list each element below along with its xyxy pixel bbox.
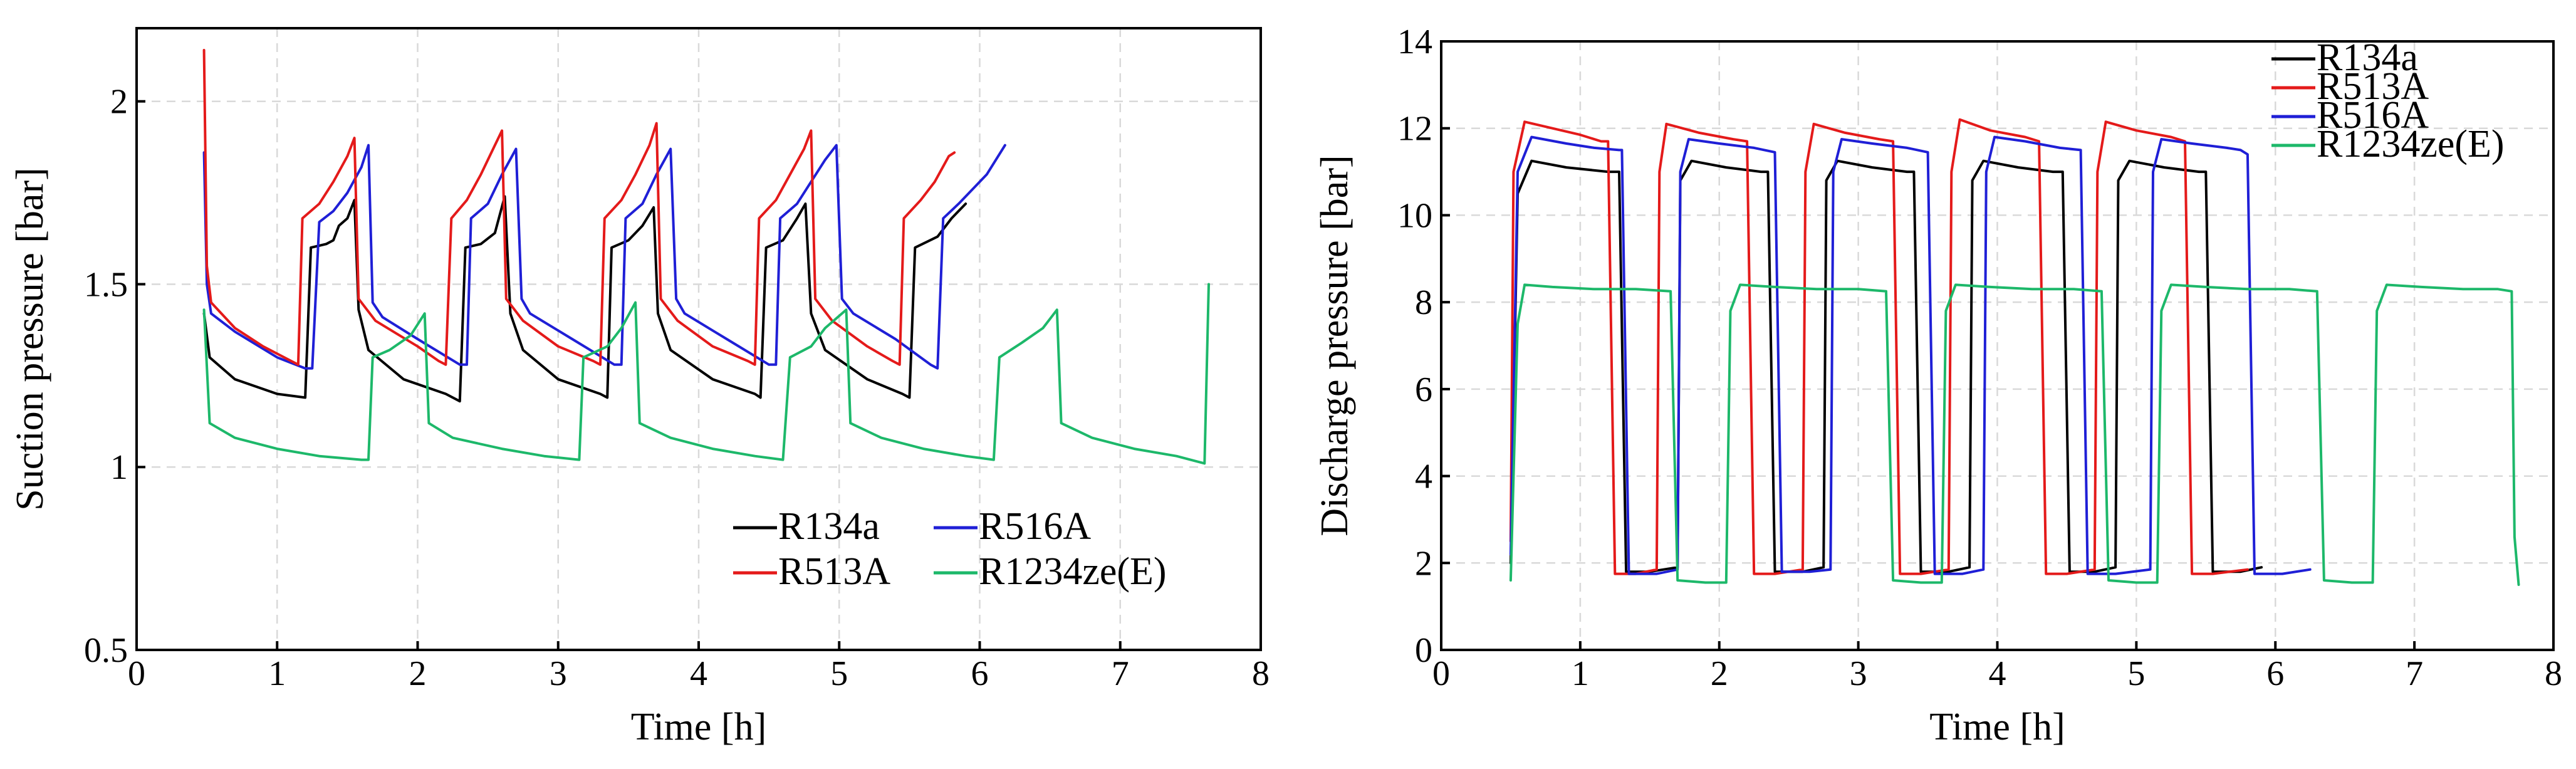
legend-label-r513a: R513A bbox=[2317, 65, 2429, 108]
series-line-r516a bbox=[1509, 135, 2312, 575]
legend-label-r1234ze-e: R1234ze(E) bbox=[979, 550, 1167, 593]
y-tick-label: 14 bbox=[1397, 23, 1432, 61]
series-line-r134a bbox=[202, 195, 967, 403]
legend-label-r516a: R516A bbox=[979, 505, 1091, 548]
y-axis-title: Suction pressure [bar] bbox=[9, 167, 51, 511]
y-tick-label: 0 bbox=[1415, 631, 1432, 670]
x-axis-title: Time [h] bbox=[631, 706, 766, 748]
series-line-r513a bbox=[1509, 118, 2249, 575]
x-tick-label: 5 bbox=[2127, 654, 2145, 693]
x-tick-label: 8 bbox=[2545, 654, 2562, 693]
legend-label-r513a: R513A bbox=[778, 550, 890, 593]
legend-label-r134a: R134a bbox=[778, 505, 880, 548]
x-tick-label: 7 bbox=[2406, 654, 2423, 693]
x-axis-title: Time [h] bbox=[1929, 706, 2065, 748]
y-axis-title: Discharge pressure [bar] bbox=[1313, 155, 1356, 536]
series-line-r516a bbox=[202, 144, 1006, 370]
x-tick-label: 8 bbox=[1252, 654, 1270, 693]
x-tick-label: 6 bbox=[2266, 654, 2284, 693]
x-tick-label: 1 bbox=[1572, 654, 1589, 693]
x-tick-label: 4 bbox=[1989, 654, 2006, 693]
y-tick-label: 0.5 bbox=[84, 631, 128, 670]
x-tick-label: 0 bbox=[128, 654, 145, 693]
y-tick-label: 12 bbox=[1397, 110, 1432, 149]
x-tick-label: 6 bbox=[971, 654, 989, 693]
series-line-r1234ze-e bbox=[1509, 283, 2520, 586]
y-tick-label: 8 bbox=[1415, 283, 1432, 322]
y-tick-label: 2 bbox=[1415, 544, 1432, 583]
x-tick-label: 5 bbox=[830, 654, 848, 693]
x-tick-label: 3 bbox=[550, 654, 567, 693]
x-tick-label: 3 bbox=[1850, 654, 1867, 693]
x-tick-label: 2 bbox=[1711, 654, 1728, 693]
x-tick-label: 0 bbox=[1432, 654, 1450, 693]
y-tick-label: 10 bbox=[1397, 196, 1432, 235]
y-tick-label: 6 bbox=[1415, 370, 1432, 409]
x-tick-label: 1 bbox=[268, 654, 286, 693]
x-tick-label: 7 bbox=[1112, 654, 1129, 693]
x-tick-label: 4 bbox=[690, 654, 707, 693]
series-line-r1234ze-e bbox=[202, 283, 1210, 465]
y-tick-label: 2 bbox=[110, 83, 128, 122]
y-tick-label: 1.5 bbox=[84, 265, 128, 304]
legend-label-r516a: R516A bbox=[2317, 94, 2429, 137]
series-line-r513a bbox=[202, 49, 956, 366]
y-tick-label: 1 bbox=[110, 448, 128, 487]
legend-label-r1234ze-e: R1234ze(E) bbox=[2317, 123, 2505, 165]
suction-pressure-chart: 0 1 2 3 4 5 6 7 8 0.5 1 1.5 2 Time [h] Suction pressur… bbox=[9, 27, 1270, 748]
legend-label-r134a: R134a bbox=[2317, 36, 2418, 79]
x-tick-label: 2 bbox=[409, 654, 427, 693]
y-tick-label: 4 bbox=[1415, 458, 1432, 496]
